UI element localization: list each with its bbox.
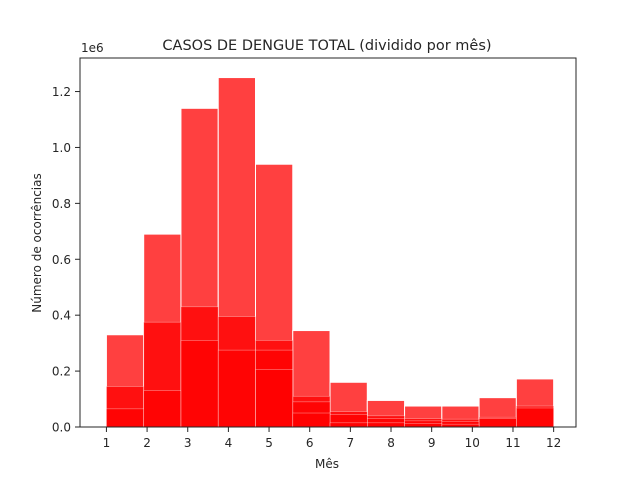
overlay-bar-3-month-7 — [329, 422, 368, 428]
y-tick-label-6: 1.2 — [52, 85, 71, 99]
x-tick-label-5: 5 — [265, 436, 273, 450]
y-tick-label-3: 0.6 — [52, 253, 71, 267]
x-axis-label: Mês — [315, 457, 339, 471]
y-tick-label-0: 0.0 — [52, 421, 71, 435]
y-axis-label: Número de ocorrências — [30, 173, 44, 313]
overlay-bar-3-month-6 — [292, 412, 331, 428]
x-tick-label-11: 11 — [505, 436, 520, 450]
x-ticks: 1 2 3 4 5 6 7 8 9 10 11 12 — [103, 427, 561, 450]
overlay-bar-3-month-9 — [404, 423, 443, 428]
overlay-bar-2-month-1 — [106, 408, 144, 428]
plot-area-frame — [79, 57, 577, 428]
overlay-bar-2-month-12 — [516, 407, 554, 428]
x-tick-label-4: 4 — [225, 436, 233, 450]
overlay-bar-2-month-11 — [478, 418, 517, 428]
overlay-bar-3-month-5 — [255, 369, 294, 428]
x-tick-label-2: 2 — [143, 436, 151, 450]
x-tick-label-8: 8 — [387, 436, 395, 450]
y-offset-label: 1e6 — [81, 41, 104, 55]
x-tick-label-10: 10 — [465, 436, 480, 450]
y-tick-label-5: 1.0 — [52, 141, 71, 155]
overlay-bar-3-month-8 — [367, 422, 405, 428]
x-tick-label-12: 12 — [546, 436, 561, 450]
overlay-bar-2-month-3 — [180, 340, 219, 428]
x-tick-label-6: 6 — [306, 436, 314, 450]
overlay-bar-2-month-4 — [217, 349, 256, 428]
y-tick-label-4: 0.8 — [52, 197, 71, 211]
bars-layer — [105, 77, 555, 428]
x-tick-label-9: 9 — [428, 436, 436, 450]
x-tick-label-7: 7 — [347, 436, 355, 450]
y-tick-label-2: 0.4 — [52, 309, 71, 323]
x-tick-label-3: 3 — [184, 436, 192, 450]
overlay-bar-2-month-2 — [143, 390, 182, 428]
x-tick-label-1: 1 — [103, 436, 111, 450]
y-ticks: 0.0 0.2 0.4 0.6 0.8 1.0 1.2 — [52, 85, 80, 435]
chart-title: CASOS DE DENGUE TOTAL (dividido por mês) — [162, 38, 491, 54]
y-tick-label-1: 0.2 — [52, 365, 71, 379]
